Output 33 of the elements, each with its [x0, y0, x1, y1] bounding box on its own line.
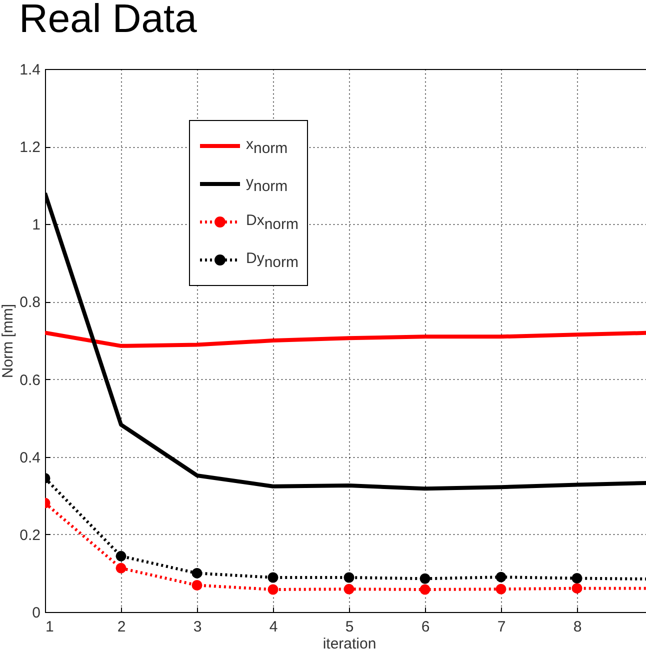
chart-title: Real Data [19, 0, 198, 41]
point [496, 584, 506, 594]
point [572, 583, 582, 594]
y-tick-label: 0.6 [20, 372, 40, 389]
point [420, 584, 430, 595]
x-tick-label: 5 [345, 618, 354, 636]
point [268, 584, 278, 595]
point [344, 572, 354, 583]
y-tick-label: 1.2 [20, 139, 40, 156]
x-axis-title: iteration [322, 636, 376, 652]
y-axis-title: Norm [mm] [0, 304, 17, 378]
x-tick-label: 6 [421, 618, 430, 636]
point [496, 572, 506, 582]
x-tick-label: 8 [573, 618, 582, 636]
point [192, 568, 202, 578]
y-tick-label: 0.8 [20, 294, 40, 312]
x-tick-label: 1 [46, 618, 54, 636]
point [192, 580, 202, 590]
point [344, 584, 354, 594]
point [116, 550, 126, 562]
y-tick-label: 0.4 [20, 449, 40, 466]
x-tick-label: 7 [497, 618, 506, 636]
point [268, 572, 278, 583]
x-tick-label: 2 [117, 618, 126, 636]
x-tick-label: 4 [269, 618, 278, 636]
x-tick-label: 3 [193, 618, 202, 636]
y-tick-label: 0 [32, 604, 40, 622]
point [420, 573, 430, 584]
y-tick-label: 1.4 [20, 62, 40, 78]
point [572, 573, 582, 584]
y-tick-label: 1 [32, 216, 40, 234]
point [116, 562, 126, 574]
y-tick-label: 0.2 [20, 526, 40, 544]
